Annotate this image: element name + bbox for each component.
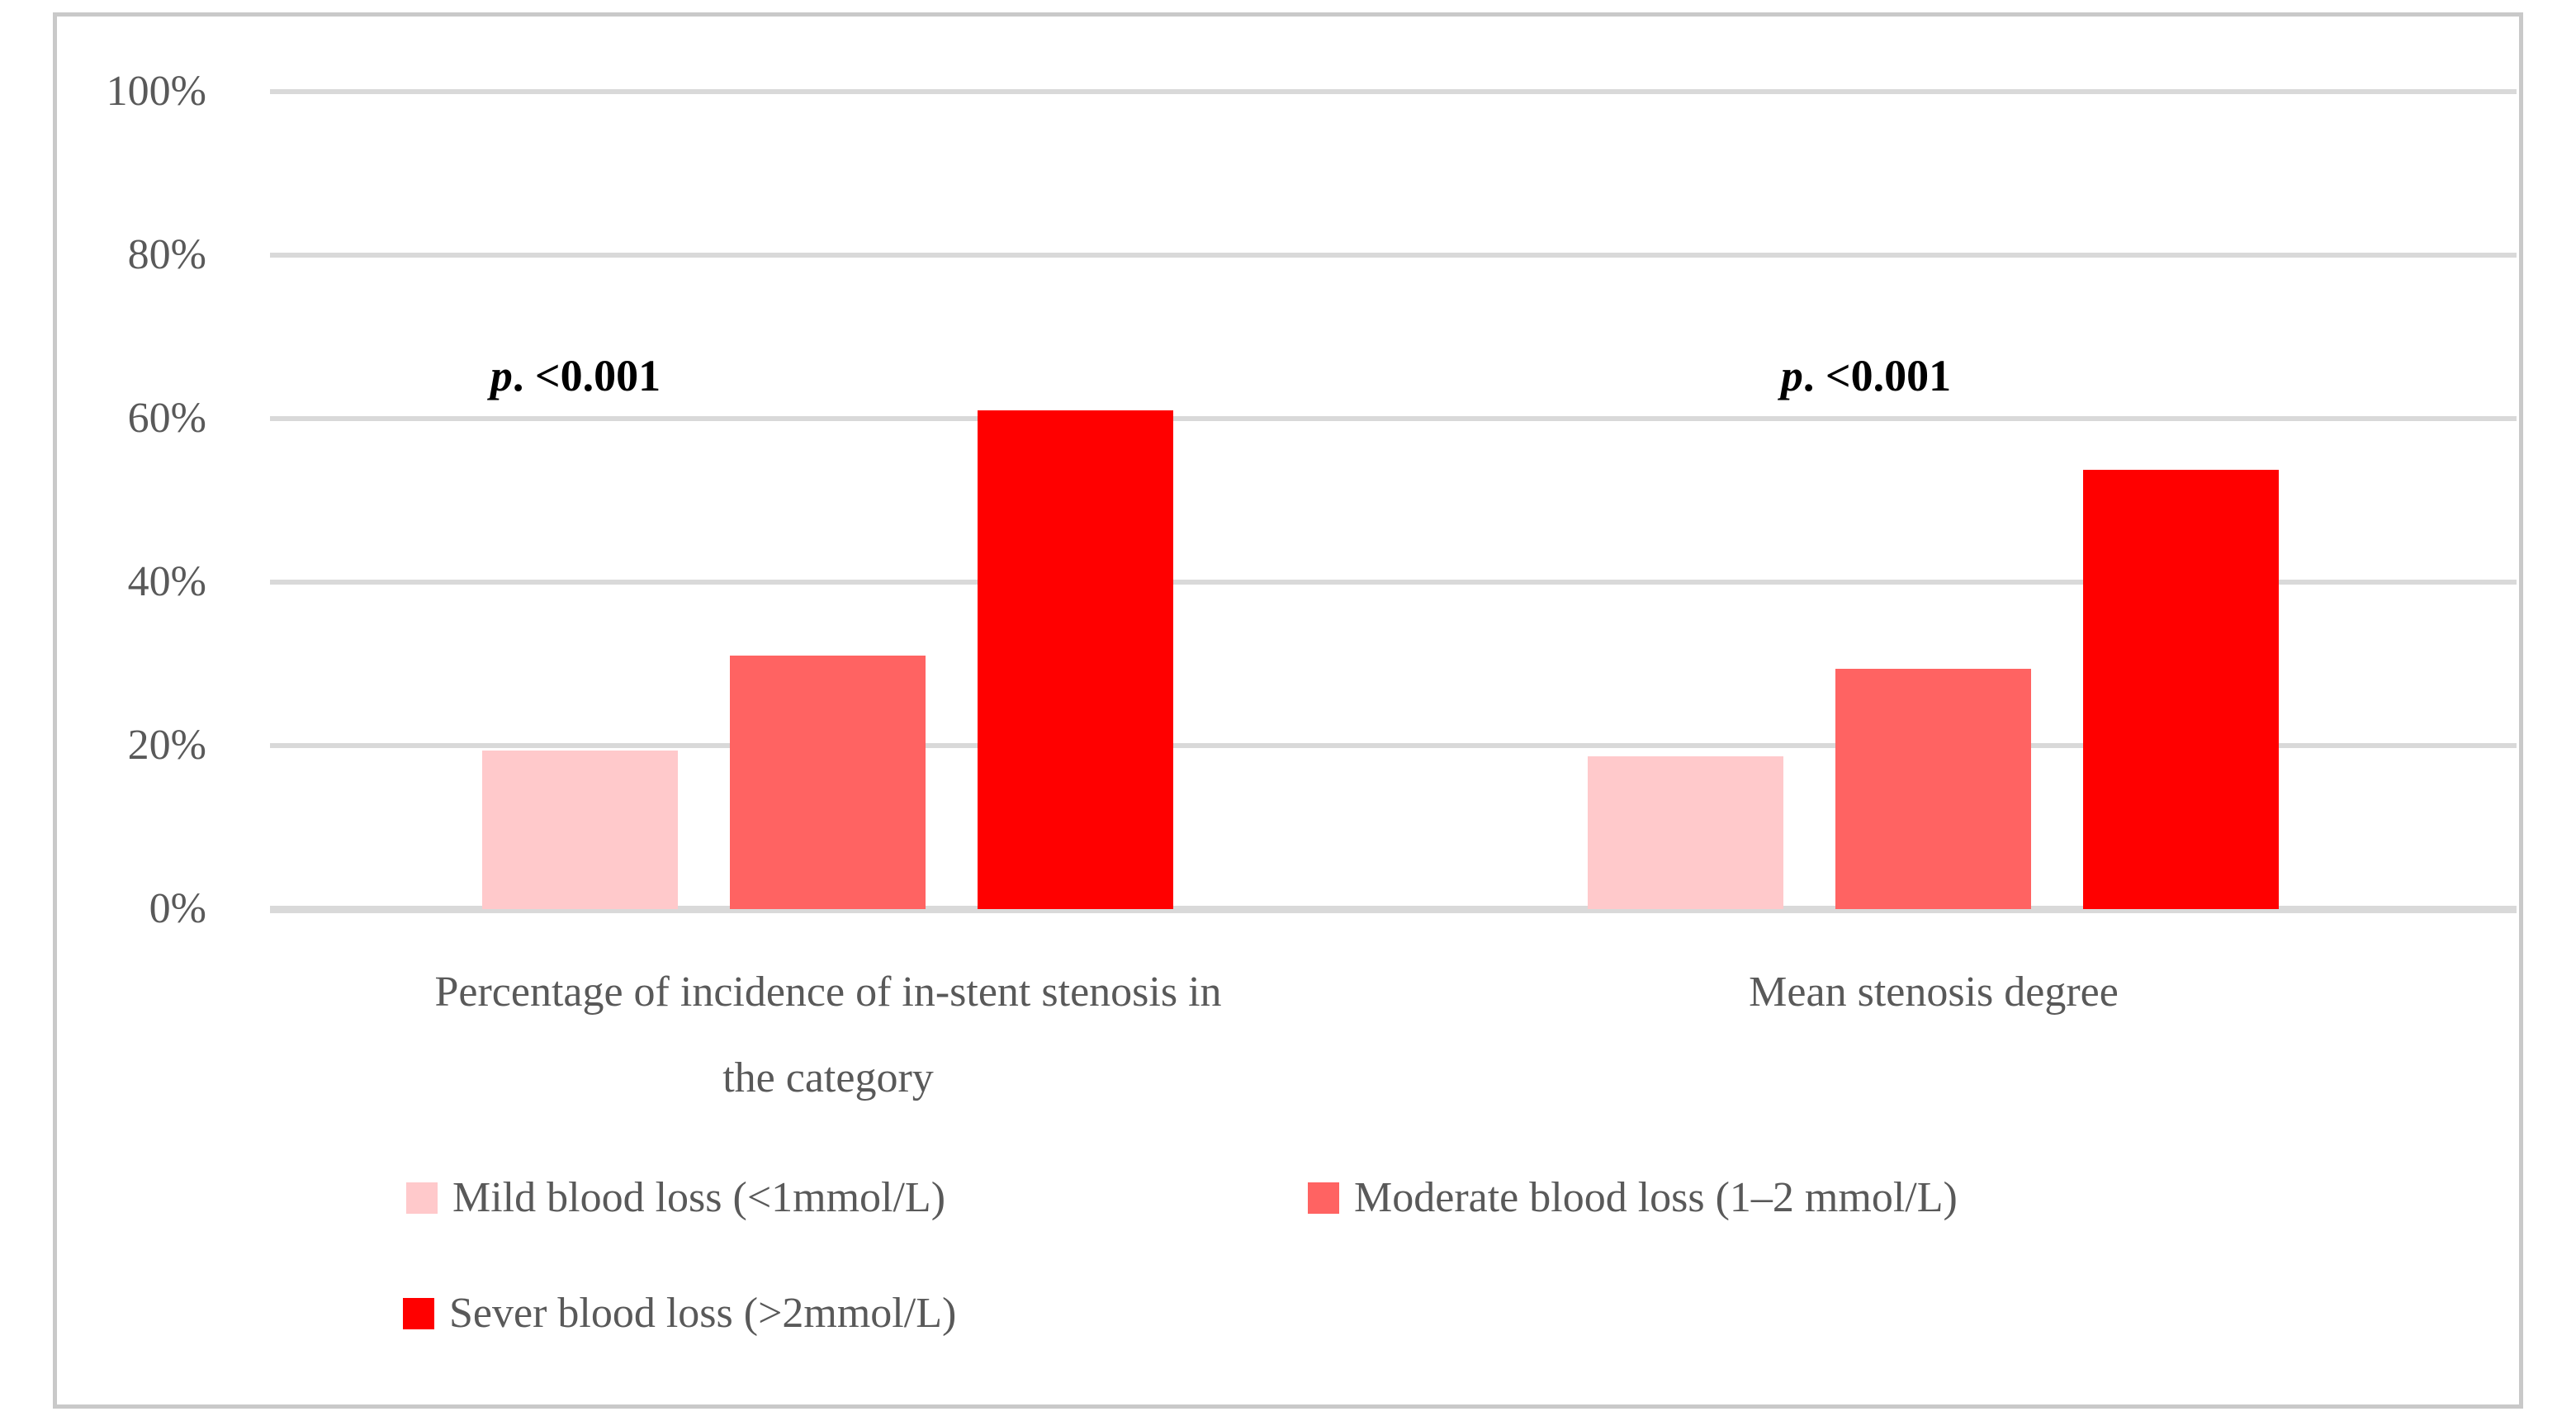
legend-label-severe: Sever blood loss (>2mmol/L) <box>449 1290 957 1337</box>
p-value-text: . <0.001 <box>512 351 661 400</box>
legend-item-mild: Mild blood loss (<1mmol/L) <box>406 1174 945 1222</box>
p-symbol: p <box>490 351 513 400</box>
bar-group2-series1 <box>1588 755 1783 909</box>
bar-group1-series2 <box>730 656 926 909</box>
gridline-100% <box>270 89 2517 94</box>
y-tick-label-40%: 40% <box>127 558 206 605</box>
gridline-20% <box>270 743 2517 748</box>
bar-group1-series1 <box>482 750 678 909</box>
y-tick-label-0%: 0% <box>149 885 206 932</box>
legend-swatch-moderate <box>1308 1182 1339 1214</box>
bar-group1-series3 <box>978 410 1173 909</box>
y-tick-label-100%: 100% <box>106 68 206 115</box>
p-value-annotation-group1: p. <0.001 <box>490 353 661 398</box>
legend-label-moderate: Moderate blood loss (1–2 mmol/L) <box>1354 1174 1958 1221</box>
p-value-annotation-group2: p. <0.001 <box>1781 353 1951 398</box>
gridline-80% <box>270 253 2517 258</box>
y-tick-label-60%: 60% <box>127 395 206 442</box>
p-symbol: p <box>1780 351 1803 400</box>
legend-swatch-severe <box>403 1298 434 1329</box>
p-value-text: . <0.001 <box>1802 351 1952 400</box>
bar-group2-series2 <box>1835 668 2031 909</box>
y-tick-label-20%: 20% <box>127 722 206 769</box>
legend-swatch-mild <box>406 1182 438 1214</box>
x-category-label-2: Mean stenosis degree <box>1749 969 2119 1016</box>
y-tick-label-80%: 80% <box>127 231 206 278</box>
plot-area <box>270 89 2517 913</box>
x-category-label-1: Percentage of incidence of in-stent sten… <box>434 969 1222 1101</box>
gridline-60% <box>270 416 2517 421</box>
legend-item-moderate: Moderate blood loss (1–2 mmol/L) <box>1308 1174 1958 1222</box>
legend-label-mild: Mild blood loss (<1mmol/L) <box>452 1174 946 1221</box>
bar-group2-series3 <box>2083 470 2279 909</box>
figure-border <box>53 12 2523 1409</box>
gridline-40% <box>270 580 2517 585</box>
legend-item-severe: Sever blood loss (>2mmol/L) <box>403 1290 956 1338</box>
gridline-0% <box>270 906 2517 913</box>
